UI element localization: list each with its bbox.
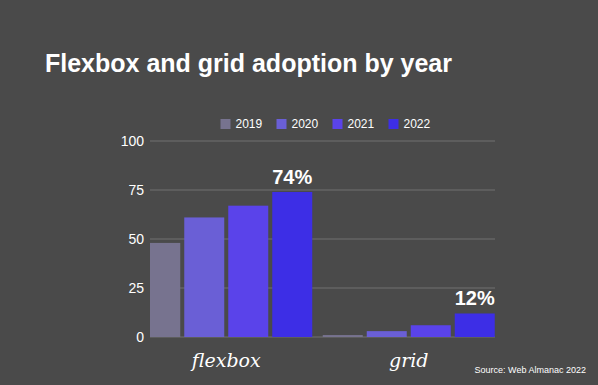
source: Source: Web Almanac 2022: [475, 365, 586, 375]
legend-swatch: [277, 119, 287, 129]
y-tick-label: 100: [121, 133, 145, 149]
legend-swatch: [333, 119, 343, 129]
legend-label: 2022: [404, 117, 431, 131]
bar: [455, 313, 495, 337]
title: Flexbox and grid adoption by year: [45, 49, 452, 77]
data-label: 12%: [455, 287, 495, 309]
bar: [411, 325, 451, 337]
grid-line: [150, 190, 495, 191]
chart: Flexbox and grid adoption by year 0 25 50 75…: [0, 0, 598, 385]
data-label: 74%: [272, 166, 312, 188]
legend-label: 2020: [292, 117, 319, 131]
legend-swatch: [221, 119, 231, 129]
slide-background: [0, 0, 598, 385]
y-tick-label: 25: [128, 280, 144, 296]
bars: [150, 192, 495, 337]
bar: [228, 206, 268, 337]
y-tick-label: 0: [136, 329, 144, 345]
legend-label: 2019: [236, 117, 263, 131]
y-tick-label: 50: [128, 231, 144, 247]
bar: [150, 243, 180, 337]
bar: [272, 192, 312, 337]
chart-root: Flexbox and grid adoption by year 0 25 50 75…: [0, 0, 598, 385]
category-label: grid: [389, 349, 428, 371]
bar: [367, 331, 407, 337]
y-tick-label: 75: [128, 182, 144, 198]
bar: [323, 335, 363, 337]
legend-swatch: [389, 119, 399, 129]
category-label: flexbox: [190, 349, 261, 371]
bar: [184, 217, 224, 337]
grid-line: [150, 141, 495, 142]
legend-label: 2021: [348, 117, 375, 131]
